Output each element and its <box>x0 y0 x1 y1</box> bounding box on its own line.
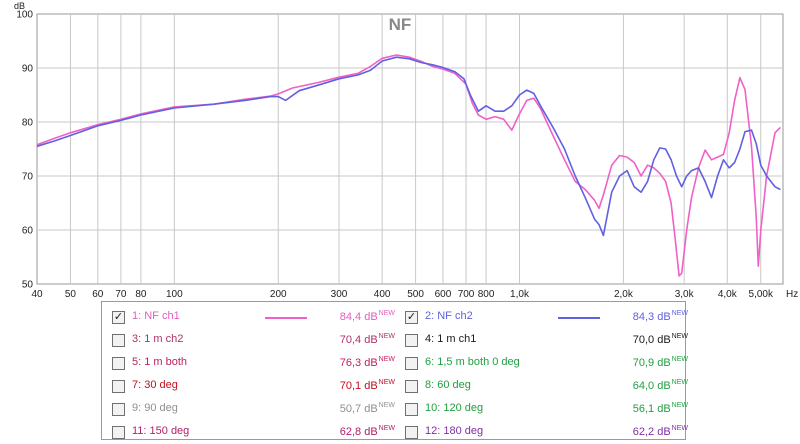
legend-checkbox[interactable] <box>405 380 418 393</box>
x-tick-label: 2,0k <box>614 289 634 300</box>
legend-checkbox[interactable] <box>112 426 125 439</box>
series-line-1 <box>36 54 781 277</box>
legend-label[interactable]: 2: NF ch2 <box>425 310 473 322</box>
legend-value: 70,1 dBNEW <box>339 379 395 392</box>
x-tick-label: 40 <box>31 289 43 300</box>
x-tick-label: 70 <box>115 289 127 300</box>
legend-value: 84,3 dBNEW <box>632 310 688 323</box>
legend-checkbox[interactable] <box>112 357 125 370</box>
x-tick-label: 200 <box>270 289 287 300</box>
y-axis-unit: dB <box>14 1 25 11</box>
legend-label[interactable]: 4: 1 m ch1 <box>425 333 477 345</box>
legend-value: 62,8 dBNEW <box>339 425 395 438</box>
legend-value: 84,4 dBNEW <box>339 310 395 323</box>
legend-checkbox[interactable] <box>405 334 418 347</box>
x-axis: 40 50 60 70 80 100 200 300 400 500 600 700 800 1,0k 2,… <box>31 289 774 300</box>
legend-label[interactable]: 8: 60 deg <box>425 379 471 391</box>
x-tick-label: 800 <box>478 289 495 300</box>
x-tick-label: 100 <box>166 289 183 300</box>
x-tick-label: 5,00k <box>749 289 774 300</box>
legend-checkbox[interactable] <box>405 403 418 416</box>
legend-swatch <box>558 317 600 319</box>
legend-label[interactable]: 1: NF ch1 <box>132 310 180 322</box>
x-tick-label: 3,0k <box>675 289 695 300</box>
series-lines <box>36 54 781 277</box>
legend-value: 70,9 dBNEW <box>632 356 688 369</box>
legend-label[interactable]: 11: 150 deg <box>132 425 190 437</box>
legend-swatch <box>265 317 307 319</box>
y-tick-label: 90 <box>22 64 34 75</box>
x-tick-label: 300 <box>331 289 348 300</box>
legend-checkbox[interactable] <box>112 380 125 393</box>
legend-checkbox[interactable] <box>405 357 418 370</box>
legend-value: 56,1 dBNEW <box>632 402 688 415</box>
x-tick-label: 1,0k <box>510 289 530 300</box>
x-tick-label: 600 <box>435 289 452 300</box>
x-tick-label: 80 <box>135 289 147 300</box>
legend-checkbox[interactable] <box>112 403 125 416</box>
x-tick-label: 700 <box>458 289 475 300</box>
y-axis: 50 60 70 80 90 100 <box>16 10 33 291</box>
plot-area <box>36 13 784 285</box>
legend-value: 76,3 dBNEW <box>339 356 395 369</box>
legend-label[interactable]: 3: 1 m ch2 <box>132 333 184 345</box>
legend-checkbox[interactable]: ✓ <box>112 311 125 324</box>
series-line-2 <box>36 56 781 237</box>
y-tick-label: 80 <box>22 118 34 129</box>
legend-label[interactable]: 12: 180 deg <box>425 425 484 437</box>
x-tick-label: 60 <box>92 289 104 300</box>
legend-value: 64,0 dBNEW <box>632 379 688 392</box>
legend-value: 70,4 dBNEW <box>339 333 395 346</box>
legend-value: 62,2 dBNEW <box>632 425 688 438</box>
legend-value: 70,0 dBNEW <box>632 333 688 346</box>
legend-label[interactable]: 9: 90 deg <box>132 402 178 414</box>
x-tick-label: 50 <box>65 289 77 300</box>
x-axis-unit: Hz <box>786 289 798 300</box>
legend-label[interactable]: 10: 120 deg <box>425 402 484 414</box>
legend-value: 50,7 dBNEW <box>339 402 395 415</box>
y-tick-label: 100 <box>16 10 33 21</box>
legend-label[interactable]: 6: 1,5 m both 0 deg <box>425 356 520 368</box>
legend-label[interactable]: 7: 30 deg <box>132 379 178 391</box>
legend-label[interactable]: 5: 1 m both <box>132 356 188 368</box>
x-tick-label: 400 <box>374 289 391 300</box>
y-tick-label: 50 <box>22 280 34 291</box>
legend-panel: ✓ 1: NF ch1 84,4 dBNEW ✓ 2: NF ch2 84,3 dBNEW… <box>101 301 688 440</box>
legend-checkbox[interactable] <box>112 334 125 347</box>
y-tick-label: 60 <box>22 226 34 237</box>
chart-title: NF <box>389 15 412 34</box>
legend-checkbox[interactable] <box>405 426 418 439</box>
check-icon: ✓ <box>113 311 124 323</box>
y-tick-label: 70 <box>22 172 34 183</box>
check-icon: ✓ <box>406 311 417 323</box>
x-tick-label: 500 <box>407 289 424 300</box>
x-tick-label: 4,0k <box>718 289 738 300</box>
legend-checkbox[interactable]: ✓ <box>405 311 418 324</box>
